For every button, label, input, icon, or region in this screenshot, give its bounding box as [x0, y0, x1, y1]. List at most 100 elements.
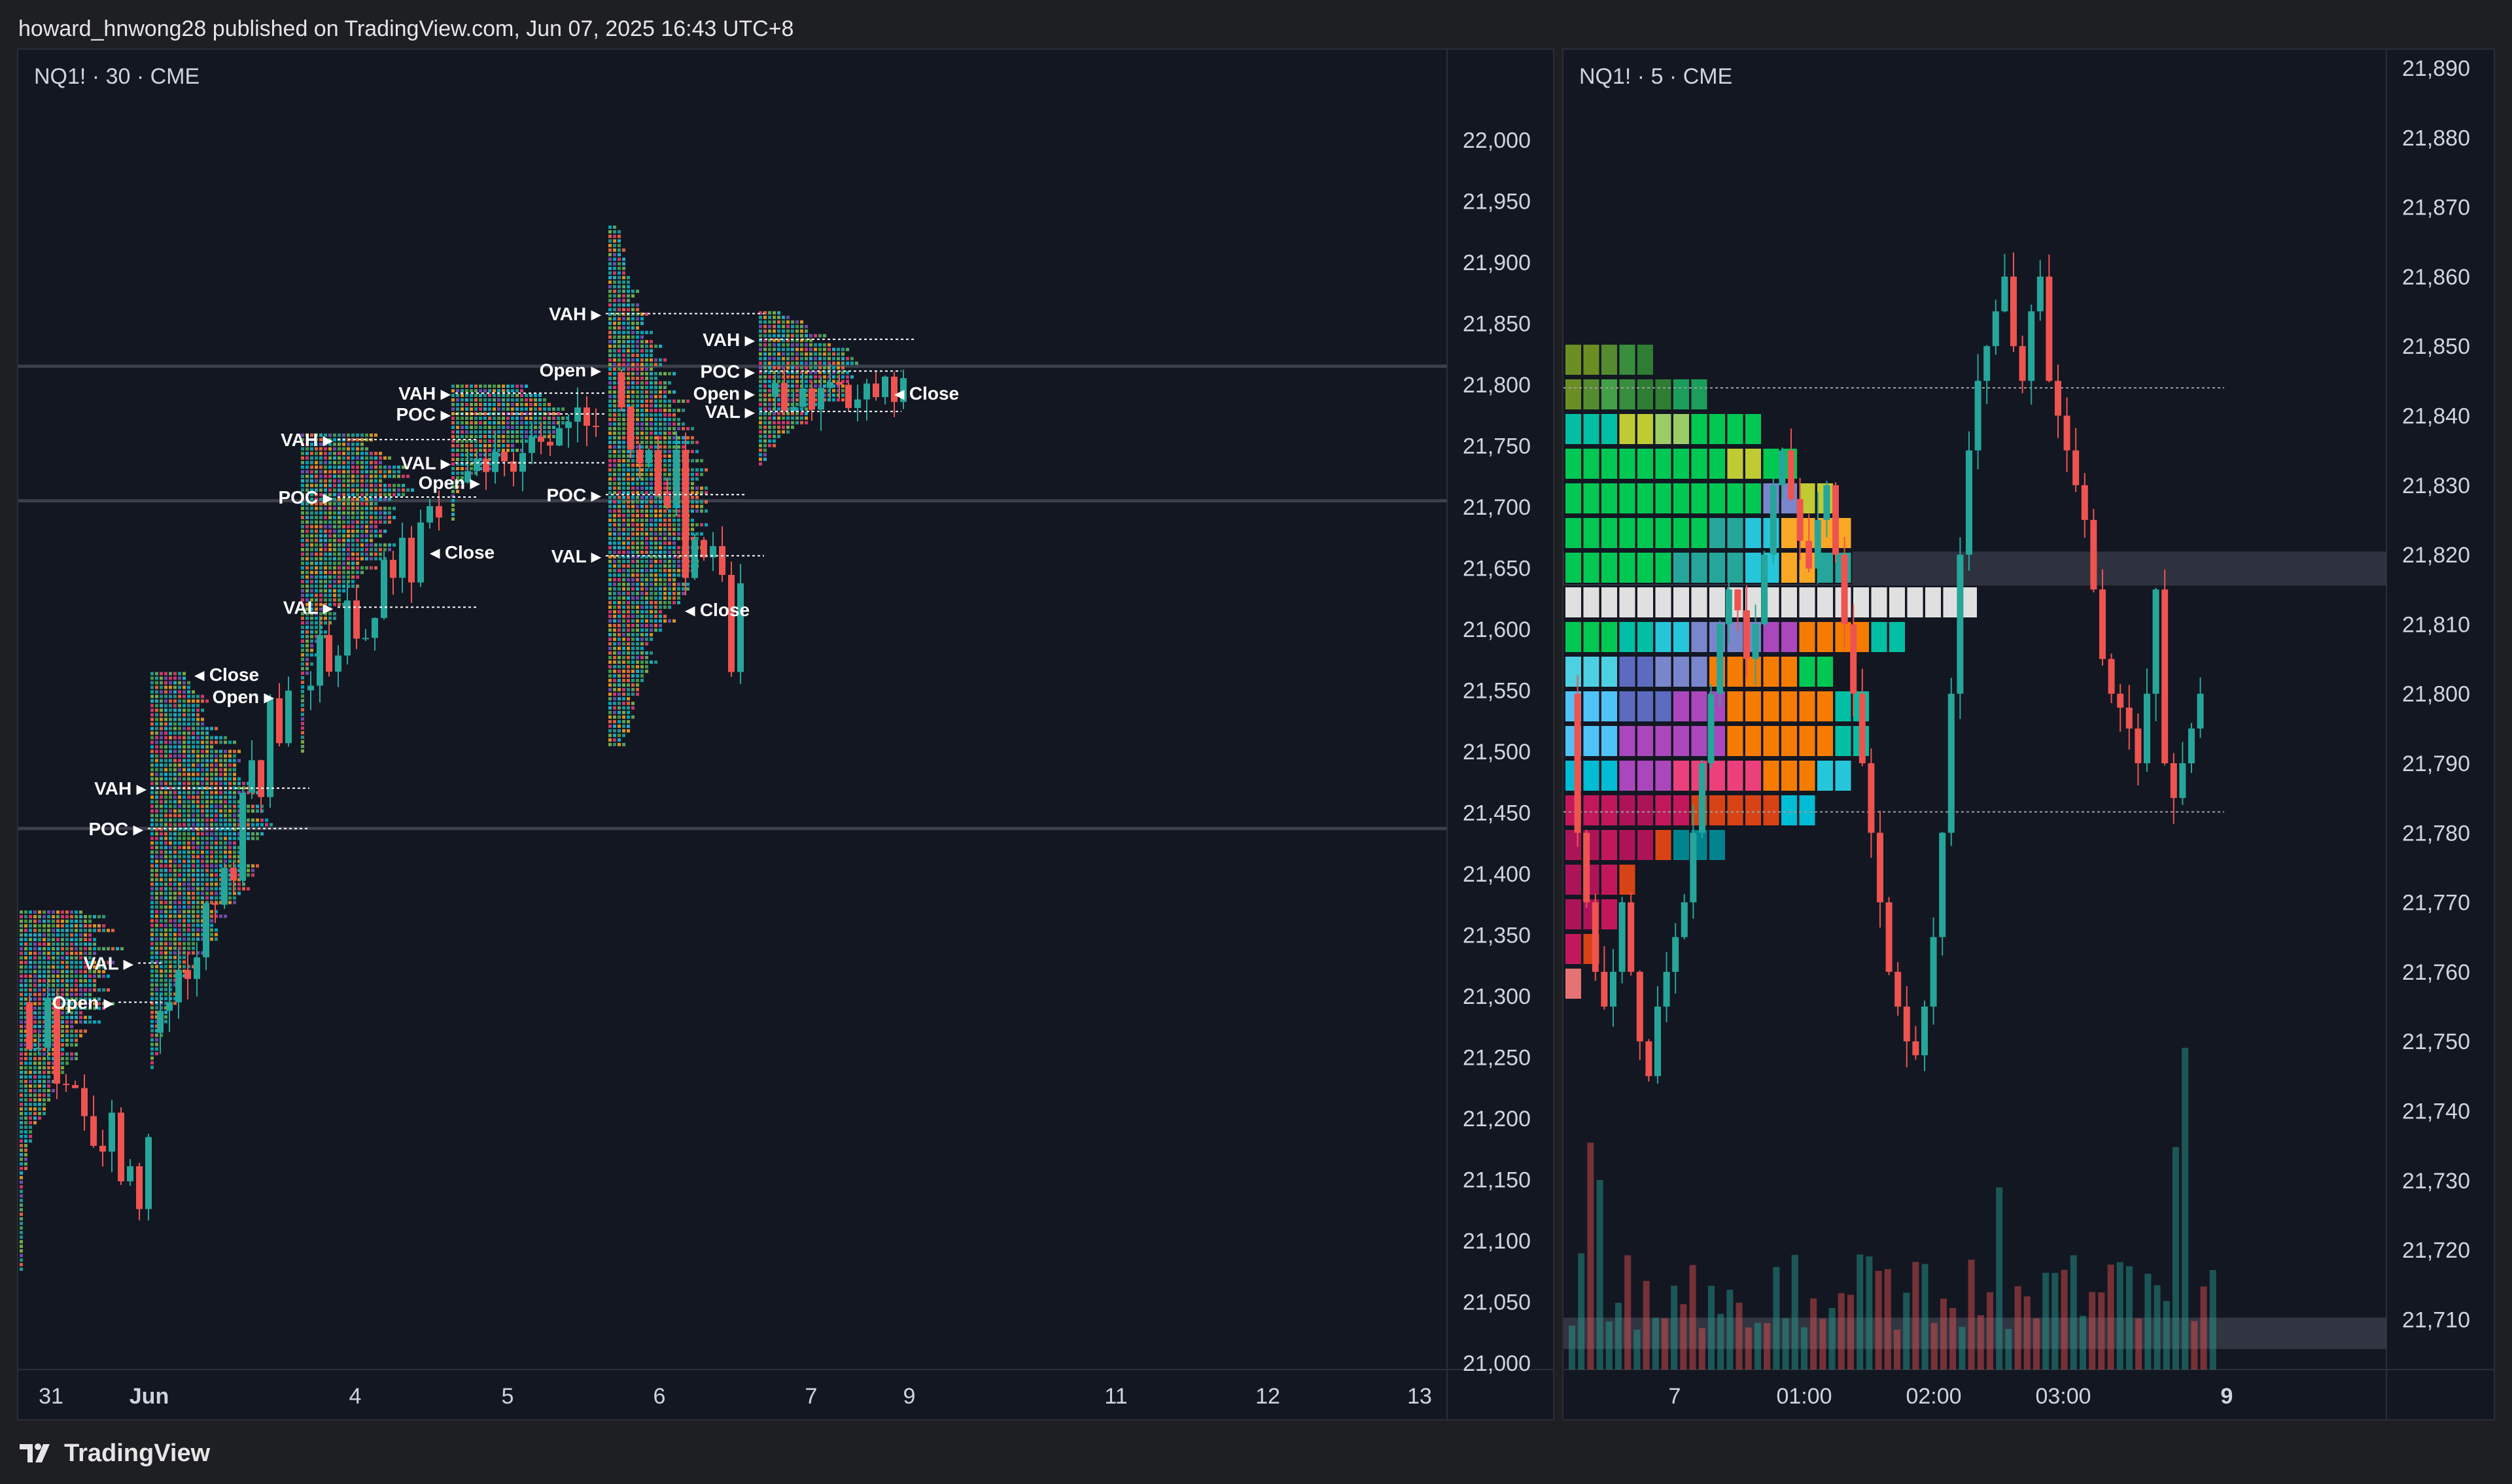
profile-cell	[650, 436, 653, 440]
profile-cell	[38, 1116, 41, 1120]
profile-cell	[474, 412, 478, 415]
profile-cell	[29, 997, 32, 1001]
profile-cell	[645, 605, 648, 609]
profile-cell	[659, 614, 662, 618]
profile-cell	[310, 438, 313, 441]
profile-cell	[324, 483, 327, 487]
profile-cell	[506, 440, 510, 443]
profile-cell	[636, 431, 639, 435]
profile-cell	[79, 1020, 82, 1024]
profile-cell	[178, 827, 181, 831]
profile-cell	[351, 584, 355, 588]
profile-cell	[315, 488, 318, 492]
profile-cell	[79, 1011, 82, 1015]
profile-cell	[196, 910, 200, 914]
candle-body	[547, 441, 553, 446]
profile-cell	[402, 465, 405, 469]
profile-cell	[315, 447, 318, 451]
profile-cell	[219, 882, 222, 886]
profile-cell	[356, 497, 359, 501]
profile-cell	[451, 517, 455, 521]
left-y-tick: 21,250	[1463, 1046, 1531, 1071]
profile-cell	[233, 782, 236, 785]
profile-cell	[488, 435, 491, 438]
profile-cell	[178, 772, 181, 776]
profile-cell	[24, 1061, 27, 1065]
profile-cell	[668, 481, 671, 485]
profile-cell	[43, 1039, 46, 1043]
profile-cell	[61, 1052, 64, 1056]
profile-cell	[786, 366, 790, 370]
profile-cell	[613, 458, 616, 462]
profile-cell	[672, 564, 676, 568]
profile-cell	[654, 610, 657, 613]
profile-cell	[65, 997, 69, 1001]
profile-cell	[613, 532, 616, 536]
profile-cell	[52, 1020, 55, 1024]
profile-cell	[636, 349, 639, 353]
profile-cell	[219, 736, 222, 740]
profile-cell	[618, 655, 621, 659]
profile-cell	[640, 349, 644, 353]
profile-cell	[305, 506, 309, 510]
profile-cell	[192, 745, 195, 749]
profile-cell	[791, 393, 794, 397]
profile-cell	[347, 492, 350, 496]
profile-cell	[627, 353, 630, 357]
profile-cell	[33, 975, 37, 978]
profile-cell	[461, 426, 464, 429]
profile-cell	[543, 430, 546, 434]
profile-cell	[786, 352, 790, 356]
profile-cell	[178, 887, 181, 891]
left-y-tick: 21,200	[1463, 1107, 1531, 1131]
profile-cell	[324, 433, 327, 437]
profile-cell	[324, 593, 327, 597]
profile-cell	[456, 435, 459, 438]
profile-cell	[150, 887, 154, 891]
profile-cell	[672, 426, 676, 430]
profile-cell	[672, 390, 676, 394]
profile-cell	[379, 479, 382, 483]
profile-cell	[356, 543, 359, 547]
profile-cell	[310, 589, 313, 593]
profile-cell	[529, 421, 532, 424]
profile-cell	[622, 248, 625, 252]
profile-cell	[219, 759, 222, 763]
left-chart-svg[interactable]: NQ1! · 30 · CME22,00021,95021,90021,8502…	[18, 50, 1554, 1421]
profile-cell	[618, 541, 621, 545]
profile-cell	[613, 637, 616, 641]
profile-cell	[618, 257, 621, 261]
left-chart-panel[interactable]: NQ1! · 30 · CME 22,000 21,950 21,900 21,850 2…	[17, 48, 1554, 1421]
profile-cell	[111, 961, 114, 965]
profile-cell	[691, 518, 694, 522]
profile-cell	[33, 952, 37, 956]
profile-cell	[97, 997, 101, 1001]
profile-cell	[557, 407, 560, 411]
profile-cell	[608, 449, 612, 453]
profile-cell	[686, 582, 689, 586]
profile-cell	[210, 745, 213, 749]
profile-cell	[768, 347, 771, 351]
profile-cell	[315, 438, 318, 441]
profile-cell	[301, 552, 304, 556]
profile-cell	[645, 422, 648, 426]
profile-cell	[613, 559, 616, 563]
profile-cell	[224, 859, 227, 863]
profile-cell	[552, 421, 555, 424]
profile-cell	[782, 366, 785, 370]
profile-cell	[763, 315, 767, 319]
profile-cell	[515, 394, 519, 397]
profile-cell	[456, 394, 459, 397]
profile-cell	[640, 619, 644, 623]
profile-cell	[618, 289, 621, 293]
profile-cell	[301, 515, 304, 519]
profile-cell	[511, 403, 514, 406]
profile-cell	[301, 570, 304, 574]
profile-cell	[88, 984, 92, 988]
profile-cell	[24, 1107, 27, 1111]
profile-cell	[251, 809, 254, 813]
profile-cell	[215, 869, 218, 872]
profile-cell	[328, 557, 332, 561]
profile-cell	[160, 704, 163, 708]
candle-body	[417, 522, 424, 583]
